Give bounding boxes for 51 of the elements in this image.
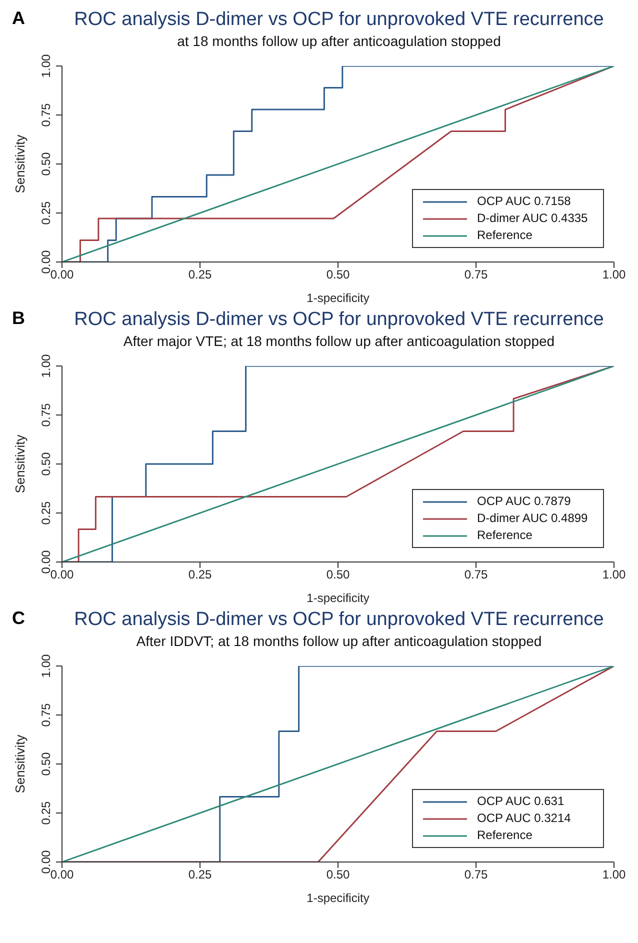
- x-axis-title: 1-specificity: [306, 891, 370, 905]
- text: B: [12, 308, 25, 329]
- y-tick-label: 1.00: [39, 54, 53, 78]
- y-tick-label: 0.50: [39, 152, 53, 176]
- y-tick-label: 0.25: [39, 501, 53, 525]
- y-axis-title: Sensitivity: [12, 734, 28, 794]
- legend-label: Reference: [477, 527, 532, 544]
- chart-title: ROC analysis D-dimer vs OCP for unprovoked VTE recurrence: [74, 609, 604, 630]
- x-tick-label: 1.00: [602, 268, 626, 282]
- y-tick-label: 0.75: [39, 103, 53, 127]
- y-axis-title: Sensitivity: [12, 134, 28, 194]
- y-tick-label: 0.25: [39, 801, 53, 825]
- legend-label: D-dimer AUC 0.4899: [477, 510, 588, 527]
- x-tick-label: 0.00: [50, 268, 74, 282]
- chart-subtitle: at 18 months follow up after anticoagulation stopped: [176, 32, 502, 50]
- y-tick-label: 0.75: [39, 403, 53, 427]
- y-tick-label: 0.50: [39, 452, 53, 476]
- legend-label: OCP AUC 0.631: [477, 793, 564, 810]
- legend-label: OCP AUC 0.3214: [477, 810, 571, 827]
- chart-title: ROC analysis D-dimer vs OCP for unprovoked VTE recurrence: [74, 309, 604, 330]
- chart-subtitle: After IDDVT; at 18 months follow up after anticoagulation stopped: [135, 632, 543, 650]
- x-tick-label: 0.25: [188, 268, 212, 282]
- y-tick-label: 0.50: [39, 752, 53, 776]
- legend-label: D-dimer AUC 0.4335: [477, 210, 588, 227]
- x-axis-title: 1-specificity: [306, 291, 370, 305]
- y-tick-label: 0.75: [39, 703, 53, 727]
- x-tick-label: 0.25: [188, 568, 212, 582]
- chart-title: ROC analysis D-dimer vs OCP for unprovoked VTE recurrence: [74, 9, 604, 30]
- y-tick-label: 1.00: [39, 654, 53, 678]
- legend-label: Reference: [477, 227, 532, 244]
- y-tick-label: 1.00: [39, 354, 53, 378]
- legend-label: OCP AUC 0.7879: [477, 493, 571, 510]
- y-tick-label: 0.25: [39, 201, 53, 225]
- x-tick-label: 0.00: [50, 868, 74, 882]
- x-tick-label: 0.50: [326, 268, 350, 282]
- x-tick-label: 0.75: [464, 268, 488, 282]
- text: A: [12, 8, 25, 29]
- x-tick-label: 0.25: [188, 868, 212, 882]
- x-tick-label: 0.50: [326, 868, 350, 882]
- x-tick-label: 0.00: [50, 568, 74, 582]
- y-axis-title: Sensitivity: [12, 434, 28, 494]
- x-tick-label: 1.00: [602, 568, 626, 582]
- legend-label: Reference: [477, 827, 532, 844]
- x-axis-title: 1-specificity: [306, 591, 370, 605]
- text: C: [12, 608, 25, 629]
- x-tick-label: 0.75: [464, 568, 488, 582]
- x-tick-label: 1.00: [602, 868, 626, 882]
- legend-label: OCP AUC 0.7158: [477, 193, 571, 210]
- x-tick-label: 0.50: [326, 568, 350, 582]
- x-tick-label: 0.75: [464, 868, 488, 882]
- chart-subtitle: After major VTE; at 18 months follow up after anticoagulation stopped: [122, 332, 556, 350]
